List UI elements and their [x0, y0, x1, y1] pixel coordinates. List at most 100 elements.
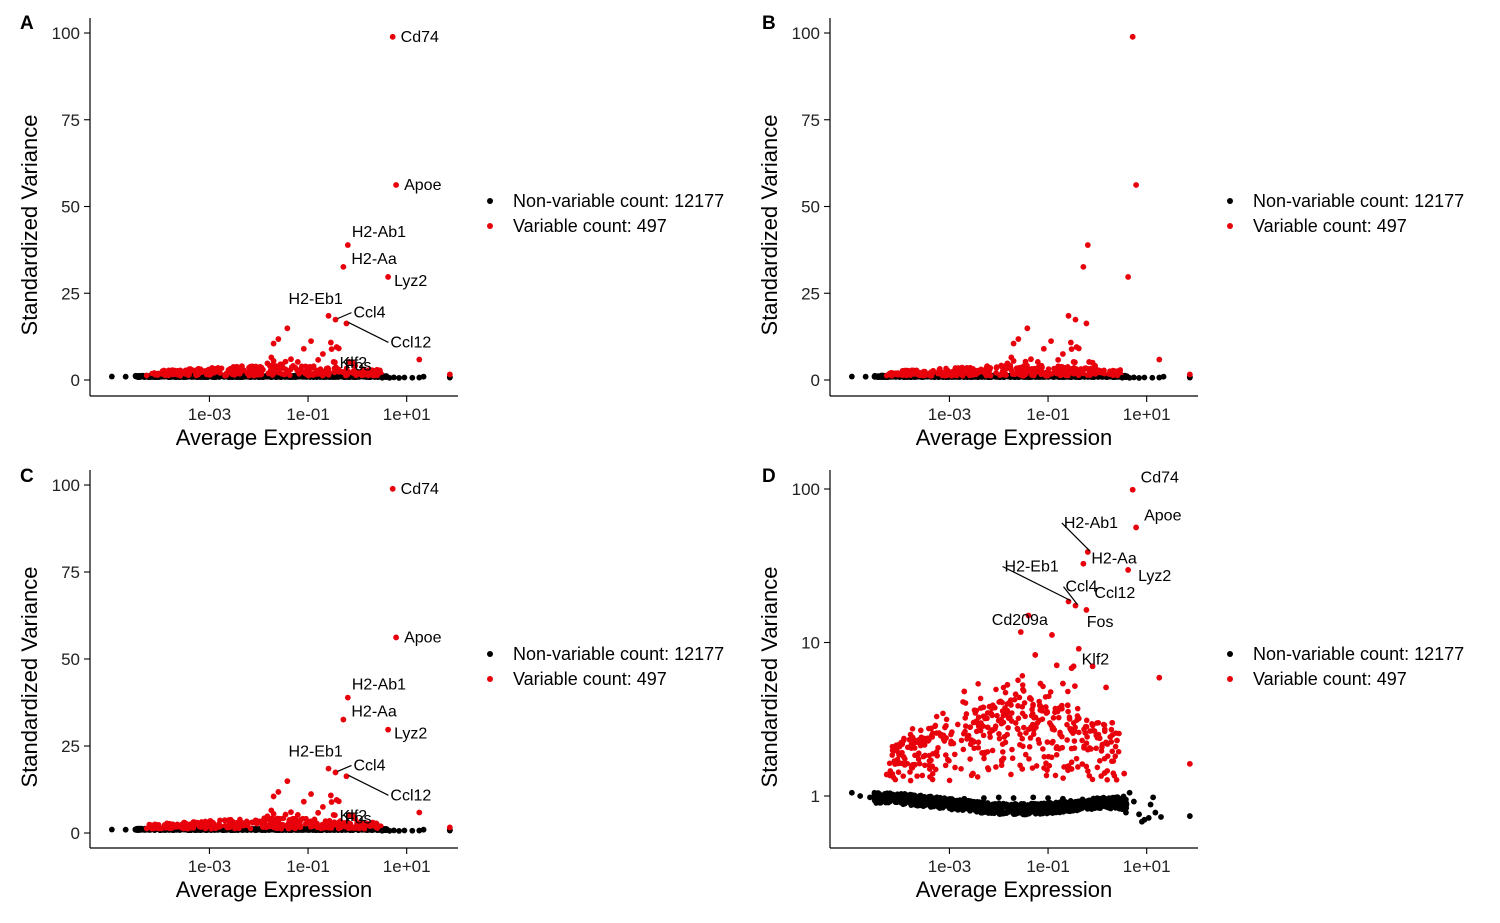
data-point	[1092, 371, 1099, 377]
x-tick-label: 1e+01	[1123, 857, 1171, 876]
panel-letter: B	[762, 13, 776, 34]
data-point	[339, 368, 345, 375]
data-point	[230, 365, 236, 372]
data-point	[998, 363, 1005, 370]
data-point	[1038, 804, 1044, 811]
legend-swatch	[487, 223, 493, 229]
data-point	[386, 374, 393, 381]
data-point	[296, 367, 302, 374]
data-point	[367, 368, 373, 375]
data-point	[344, 242, 351, 248]
gene-label: Cd74	[401, 481, 439, 498]
data-point	[993, 364, 1000, 371]
data-point	[999, 741, 1006, 747]
data-point	[906, 792, 913, 799]
data-point	[180, 821, 187, 828]
panel-letter: D	[762, 466, 776, 487]
data-point	[396, 375, 402, 381]
data-point	[1136, 375, 1142, 381]
data-point	[933, 713, 940, 720]
data-point	[920, 368, 927, 375]
x-tick-label: 1e-01	[1026, 405, 1069, 424]
legend-swatch	[487, 676, 493, 682]
gene-label: Cd74	[401, 29, 439, 46]
data-point	[143, 825, 150, 832]
data-point	[282, 811, 289, 818]
data-point	[1104, 741, 1111, 747]
data-point	[108, 373, 115, 380]
data-point	[264, 813, 271, 820]
data-point	[195, 369, 202, 375]
x-tick-label: 1e-03	[188, 405, 231, 424]
data-point	[264, 360, 271, 367]
data-point	[416, 809, 423, 816]
data-point	[331, 369, 338, 376]
data-point	[343, 773, 350, 780]
legend-label: Variable count: 497	[513, 669, 667, 689]
y-axis-title: Standardized Variance	[17, 115, 42, 336]
data-point	[108, 826, 115, 833]
data-point	[1020, 371, 1026, 378]
data-point	[202, 818, 209, 825]
data-point	[940, 710, 946, 717]
data-point	[1083, 320, 1090, 327]
data-point	[1001, 734, 1008, 740]
data-point	[1084, 805, 1090, 812]
data-point	[1009, 755, 1016, 762]
data-point	[940, 804, 946, 811]
data-point	[255, 369, 261, 376]
data-point	[390, 827, 397, 834]
y-tick-label: 75	[61, 563, 80, 582]
data-point	[122, 826, 129, 833]
data-point	[315, 809, 322, 816]
data-point	[1084, 242, 1091, 248]
data-point	[1003, 372, 1009, 378]
gene-label: Lyz2	[394, 273, 427, 290]
data-point	[896, 370, 903, 377]
y-tick-label: 50	[61, 198, 80, 217]
data-point	[994, 712, 1000, 719]
data-point	[848, 373, 855, 380]
data-point	[300, 345, 307, 352]
data-point	[1003, 804, 1010, 810]
gene-label: H2-Ab1	[352, 677, 406, 694]
gene-label: H2-Ab1	[352, 224, 406, 241]
data-point	[1029, 366, 1035, 373]
data-point	[352, 362, 359, 369]
data-point	[332, 769, 339, 776]
gene-label: Fos	[345, 357, 372, 374]
data-point	[1088, 368, 1094, 374]
data-point	[344, 694, 351, 701]
data-point	[1107, 368, 1113, 375]
data-point	[343, 320, 350, 327]
data-point	[308, 338, 314, 345]
data-point	[374, 368, 380, 375]
data-point	[331, 365, 338, 371]
data-point	[958, 737, 965, 744]
data-point	[323, 823, 329, 830]
x-axis-title: Average Expression	[176, 425, 373, 450]
data-point	[279, 365, 286, 371]
data-point	[1048, 338, 1054, 345]
data-point	[270, 793, 277, 800]
series-variable	[143, 485, 453, 832]
gene-label: Ccl4	[353, 305, 385, 322]
data-point	[1080, 368, 1086, 375]
data-point	[909, 726, 916, 732]
data-point	[919, 772, 926, 779]
data-point	[890, 791, 896, 798]
x-axis-title: Average Expression	[916, 877, 1113, 902]
data-point	[241, 367, 247, 374]
gene-label: H2-Eb1	[289, 744, 343, 761]
data-point	[946, 757, 952, 764]
data-point	[1026, 744, 1033, 750]
data-point	[1186, 371, 1193, 378]
data-point	[1141, 374, 1148, 381]
data-point	[982, 800, 988, 807]
data-point	[1129, 33, 1136, 40]
data-point	[286, 372, 293, 379]
data-point	[284, 778, 291, 785]
